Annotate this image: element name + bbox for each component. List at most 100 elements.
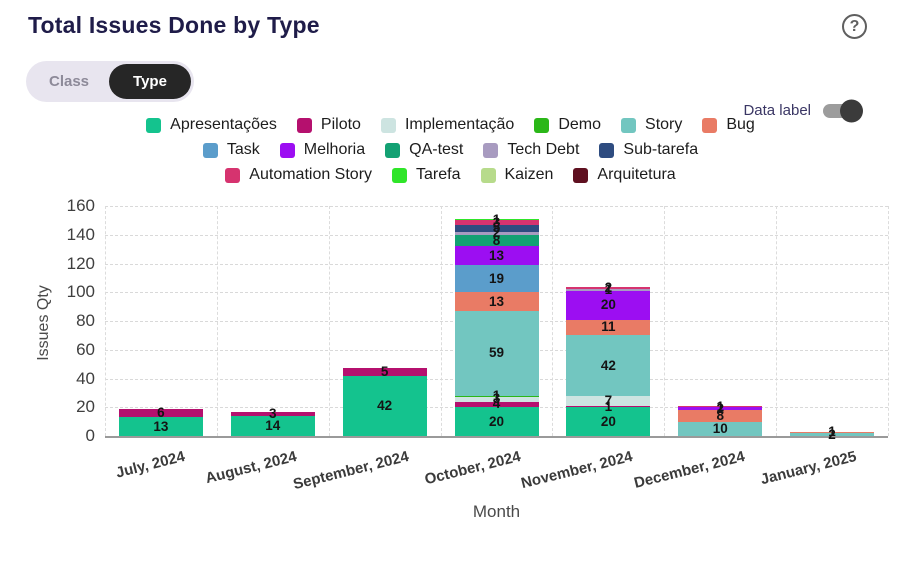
bar-segment[interactable] [230,411,315,416]
legend-label: Piloto [320,116,361,133]
y-tick-label: 140 [66,224,95,244]
h-gridline [105,206,888,207]
bar-segment[interactable] [454,292,539,311]
bar-segment[interactable] [566,407,651,436]
legend-swatch-icon [599,142,615,158]
bar-segment[interactable] [454,264,539,293]
legend-label: Task [226,141,260,158]
legend-item[interactable]: Apresentações [146,116,277,134]
y-tick-label: 0 [85,426,95,445]
bar-segment[interactable] [454,246,539,265]
x-tick-label: July, 2024 [114,448,188,482]
legend-row-1: Apresentações Piloto Implementação Demo Stor… [0,116,901,134]
bar-segment[interactable] [566,286,651,290]
legend-swatch-icon [702,117,718,133]
legend-item[interactable]: Automation Story [225,166,372,184]
x-tick-label: November, 2024 [519,448,635,493]
x-tick-label: January, 2025 [758,448,859,489]
y-tick-label: 60 [76,339,95,359]
v-gridline [105,206,106,436]
bar-segment[interactable] [454,218,539,221]
bar-segment[interactable] [678,410,763,422]
x-tick-label: September, 2024 [291,448,411,494]
bar-segment[interactable] [566,290,651,320]
v-gridline [776,206,778,436]
y-tick-label: 40 [76,368,95,388]
stacked-bar-chart: Issues Qty Month 0 20 40 60 80 100 120 140 160 13… [0,190,901,538]
bar-segment[interactable] [454,220,539,225]
y-tick-label: 100 [66,282,95,302]
data-label-switch[interactable] [823,99,863,122]
legend-item[interactable]: Tarefa [392,166,461,184]
legend-item[interactable]: Demo [534,116,601,134]
page-title: Total Issues Done by Type [28,12,320,38]
v-gridline [552,206,554,436]
legend-item[interactable]: QA-test [385,141,463,159]
legend-item[interactable]: Melhoria [279,141,366,159]
v-gridline [440,206,442,436]
bar-segment[interactable] [454,224,539,232]
legend-label: Melhoria [303,141,366,158]
v-gridline [888,206,889,436]
x-axis-title: Month [472,502,521,521]
toggle-class-button[interactable]: Class [29,64,109,99]
bar-segment[interactable] [454,234,539,247]
legend-row-3: Automation Story Tarefa Kaizen Arquitetura [0,166,901,184]
legend-swatch-icon [621,117,637,133]
legend-item[interactable]: Tech Debt [483,141,579,159]
help-icon[interactable]: ? [842,14,867,39]
legend-label: QA-test [409,141,464,158]
legend-row-2: Task Melhoria QA-test Tech Debt Sub-tarefa [0,141,901,159]
bar-segment[interactable] [790,433,875,436]
legend-swatch-icon [392,167,408,183]
legend-label: Apresentações [170,116,277,133]
bar-segment[interactable] [454,401,539,408]
legend-label: Bug [726,116,755,133]
x-tick-label: August, 2024 [204,448,299,488]
legend-item[interactable]: Story [621,116,682,134]
chart-legend: Apresentações Piloto Implementação Demo Stor… [0,116,901,184]
legend-swatch-icon [279,142,295,158]
legend-item[interactable]: Bug [702,116,755,134]
bar-segment[interactable] [566,395,651,406]
bar-segment[interactable] [678,421,763,436]
legend-item[interactable]: Task [202,141,260,159]
legend-item[interactable]: Kaizen [480,166,553,184]
legend-swatch-icon [483,142,499,158]
bar-segment[interactable] [454,397,539,402]
bar-segment[interactable] [342,375,427,436]
bar-segment[interactable] [342,368,427,376]
bar-segment[interactable] [790,431,875,434]
toggle-type-button[interactable]: Type [109,64,191,99]
v-gridline [664,206,666,436]
v-gridline [328,206,330,436]
bar-segment[interactable] [454,407,539,436]
bar-segment[interactable] [678,407,763,411]
legend-swatch-icon [225,167,241,183]
y-tick-label: 160 [66,196,95,215]
legend-item[interactable]: Piloto [296,116,361,134]
legend-swatch-icon [534,117,550,133]
legend-swatch-icon [385,142,401,158]
bar-segment[interactable] [118,408,203,418]
bar-segment[interactable] [566,405,651,408]
legend-label: Tech Debt [507,141,580,158]
data-label-text: Data label [743,102,811,119]
bar-segment[interactable] [566,319,651,336]
bar-segment[interactable] [118,417,203,436]
bar-segment[interactable] [230,415,315,436]
bar-segment[interactable] [454,395,539,398]
bar-segment[interactable] [566,335,651,396]
legend-swatch-icon [380,117,396,133]
legend-item[interactable]: Sub-tarefa [599,141,698,159]
legend-item[interactable]: Arquitetura [573,166,676,184]
bar-segment[interactable] [566,289,651,291]
bar-segment[interactable] [454,231,539,235]
legend-label: Implementação [404,116,515,133]
legend-swatch-icon [296,117,312,133]
bar-segment[interactable] [678,405,763,408]
legend-item[interactable]: Implementação [380,116,515,134]
bar-segment[interactable] [454,310,539,396]
legend-swatch-icon [146,117,162,133]
legend-swatch-icon [573,167,589,183]
